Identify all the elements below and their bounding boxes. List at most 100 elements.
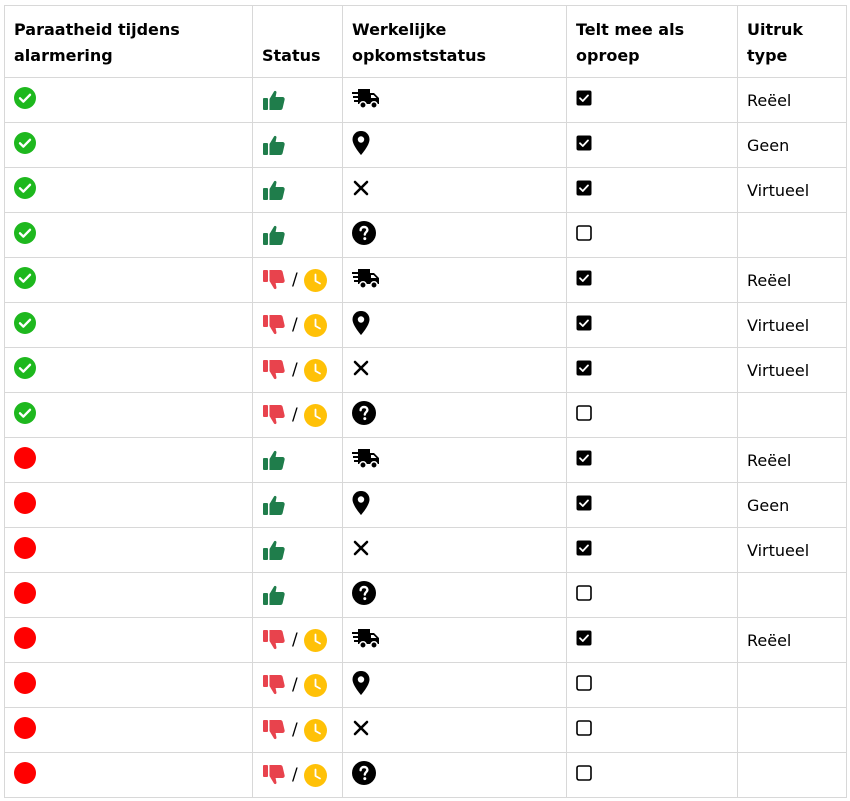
readiness-cell: [4, 572, 253, 618]
actual-status-cell: [342, 527, 567, 573]
clock-icon: [303, 403, 327, 427]
location-icon: [352, 671, 370, 695]
truck-icon: [352, 627, 380, 649]
status-cell: [252, 122, 343, 168]
thumbs-down-icon: [262, 674, 286, 696]
checkbox-checked[interactable]: [576, 540, 592, 556]
dispatch-type-text: Reëel: [747, 90, 792, 110]
table-row: Reëel: [4, 77, 847, 123]
checkbox-checked[interactable]: [576, 360, 592, 376]
actual-status-cell: [342, 482, 567, 528]
dispatch-type-cell: Virtueel: [737, 347, 847, 393]
readiness-cell: [4, 347, 253, 393]
thumbs-down-icon: [262, 719, 286, 741]
dispatch-type-text: Virtueel: [747, 540, 810, 560]
truck-icon: [352, 267, 380, 289]
dispatch-type-cell: [737, 707, 847, 753]
dispatch-type-text: Virtueel: [747, 180, 810, 200]
table-row: / Virtueel: [4, 302, 847, 348]
header-readiness: Paraatheid tijdens alarmering: [4, 5, 253, 78]
actual-status-cell: [342, 662, 567, 708]
status-cell: [252, 77, 343, 123]
not-ready-dot-icon: [14, 492, 36, 514]
counts-as-call-cell: [566, 122, 738, 168]
checkbox-checked[interactable]: [576, 630, 592, 646]
thumbs-down-icon: [262, 629, 286, 651]
checkbox-checked[interactable]: [576, 180, 592, 196]
question-icon: [352, 221, 376, 245]
status-cell: [252, 527, 343, 573]
not-ready-dot-icon: [14, 447, 36, 469]
checkbox-unchecked[interactable]: [576, 765, 592, 781]
ready-check-icon: [14, 222, 36, 244]
readiness-cell: [4, 482, 253, 528]
thumbs-down-icon: [262, 359, 286, 381]
actual-status-cell: [342, 347, 567, 393]
dispatch-type-text: Geen: [747, 135, 790, 155]
not-ready-dot-icon: [14, 627, 36, 649]
clock-icon: [303, 628, 327, 652]
readiness-cell: [4, 617, 253, 663]
table-row: Virtueel: [4, 167, 847, 213]
response-status-table: Paraatheid tijdens alarmering Status Wer…: [4, 5, 847, 798]
actual-status-cell: [342, 257, 567, 303]
question-icon: [352, 761, 376, 785]
checkbox-checked[interactable]: [576, 270, 592, 286]
counts-as-call-cell: [566, 572, 738, 618]
dispatch-type-cell: Reëel: [737, 437, 847, 483]
ready-check-icon: [14, 402, 36, 424]
status-cell: /: [252, 257, 343, 303]
not-ready-dot-icon: [14, 717, 36, 739]
table-row: /: [4, 752, 847, 798]
actual-status-cell: [342, 707, 567, 753]
cross-icon: [352, 179, 370, 197]
ready-check-icon: [14, 267, 36, 289]
header-dispatch-type: Uitruk type: [737, 5, 847, 78]
readiness-cell: [4, 752, 253, 798]
thumbs-down-icon: [262, 764, 286, 786]
status-cell: /: [252, 707, 343, 753]
status-separator: /: [292, 765, 298, 785]
actual-status-cell: [342, 617, 567, 663]
cross-icon: [352, 719, 370, 737]
status-cell: /: [252, 302, 343, 348]
checkbox-checked[interactable]: [576, 315, 592, 331]
actual-status-cell: [342, 167, 567, 213]
checkbox-checked[interactable]: [576, 90, 592, 106]
checkbox-checked[interactable]: [576, 450, 592, 466]
checkbox-unchecked[interactable]: [576, 225, 592, 241]
table-row: /: [4, 662, 847, 708]
dispatch-type-cell: [737, 212, 847, 258]
counts-as-call-cell: [566, 347, 738, 393]
status-cell: [252, 167, 343, 213]
dispatch-type-cell: [737, 752, 847, 798]
checkbox-checked[interactable]: [576, 135, 592, 151]
thumbs-up-icon: [262, 539, 286, 561]
table-row: Virtueel: [4, 527, 847, 573]
checkbox-unchecked[interactable]: [576, 720, 592, 736]
thumbs-down-icon: [262, 404, 286, 426]
checkbox-unchecked[interactable]: [576, 585, 592, 601]
not-ready-dot-icon: [14, 537, 36, 559]
status-separator: /: [292, 675, 298, 695]
counts-as-call-cell: [566, 77, 738, 123]
readiness-cell: [4, 167, 253, 213]
actual-status-cell: [342, 752, 567, 798]
truck-icon: [352, 447, 380, 469]
status-cell: /: [252, 392, 343, 438]
not-ready-dot-icon: [14, 672, 36, 694]
readiness-cell: [4, 527, 253, 573]
readiness-cell: [4, 257, 253, 303]
truck-icon: [352, 87, 380, 109]
status-separator: /: [292, 720, 298, 740]
actual-status-cell: [342, 212, 567, 258]
header-row: Paraatheid tijdens alarmering Status Wer…: [4, 5, 847, 78]
table-row: [4, 572, 847, 618]
thumbs-up-icon: [262, 224, 286, 246]
counts-as-call-cell: [566, 392, 738, 438]
counts-as-call-cell: [566, 482, 738, 528]
checkbox-unchecked[interactable]: [576, 675, 592, 691]
readiness-cell: [4, 707, 253, 753]
checkbox-checked[interactable]: [576, 495, 592, 511]
checkbox-unchecked[interactable]: [576, 405, 592, 421]
